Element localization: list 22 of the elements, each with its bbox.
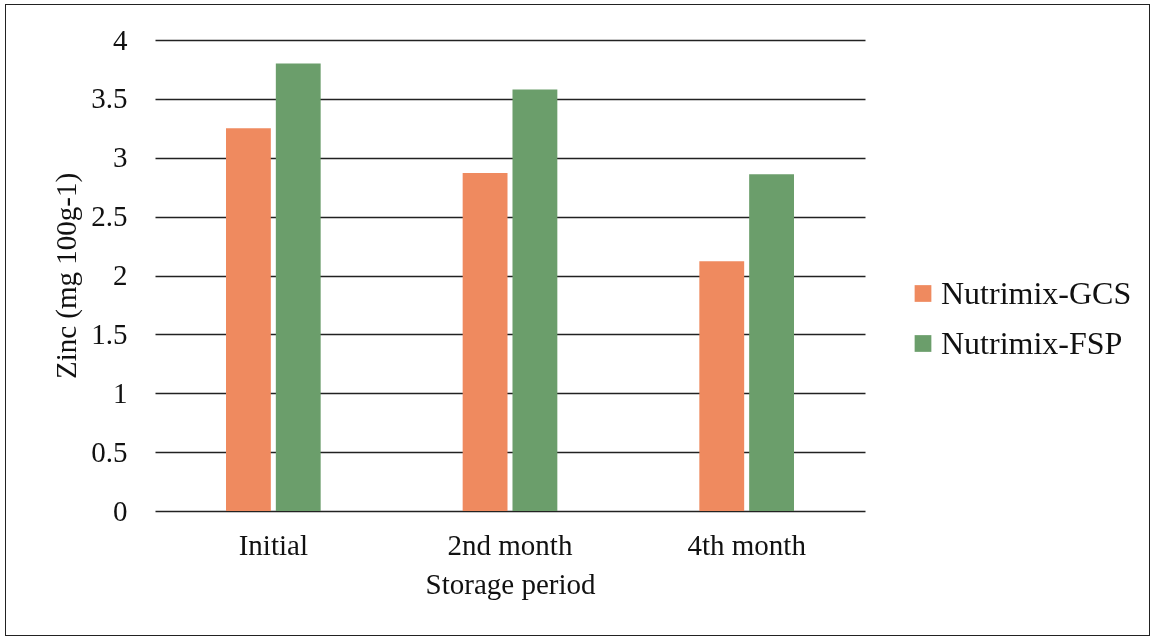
y-tick-label: 4 [113,23,128,56]
legend-label: Nutrimix-FSP [941,324,1123,361]
y-tick-label: 1.5 [91,317,128,350]
y-tick-label: 2.5 [91,200,128,233]
y-tick-label: 3.5 [91,82,128,115]
bar [699,261,745,511]
y-tick-label: 0 [113,494,128,527]
y-axis-title: Zinc (mg 100g-1) [50,172,84,380]
x-tick-label: 4th month [687,528,807,561]
x-tick-label: Initial [238,528,308,561]
x-tick-label: 2nd month [447,528,573,561]
y-tick-label: 0.5 [91,435,128,468]
bar [512,89,558,511]
y-tick-label: 2 [113,259,128,291]
bar [749,174,794,511]
x-axis-title: Storage period [425,567,596,600]
bar [226,128,271,511]
bar [462,173,508,511]
bar [275,63,321,511]
y-tick-label: 3 [113,141,128,174]
y-tick-label: 1 [113,376,128,409]
legend-label: Nutrimix-GCS [941,274,1132,311]
